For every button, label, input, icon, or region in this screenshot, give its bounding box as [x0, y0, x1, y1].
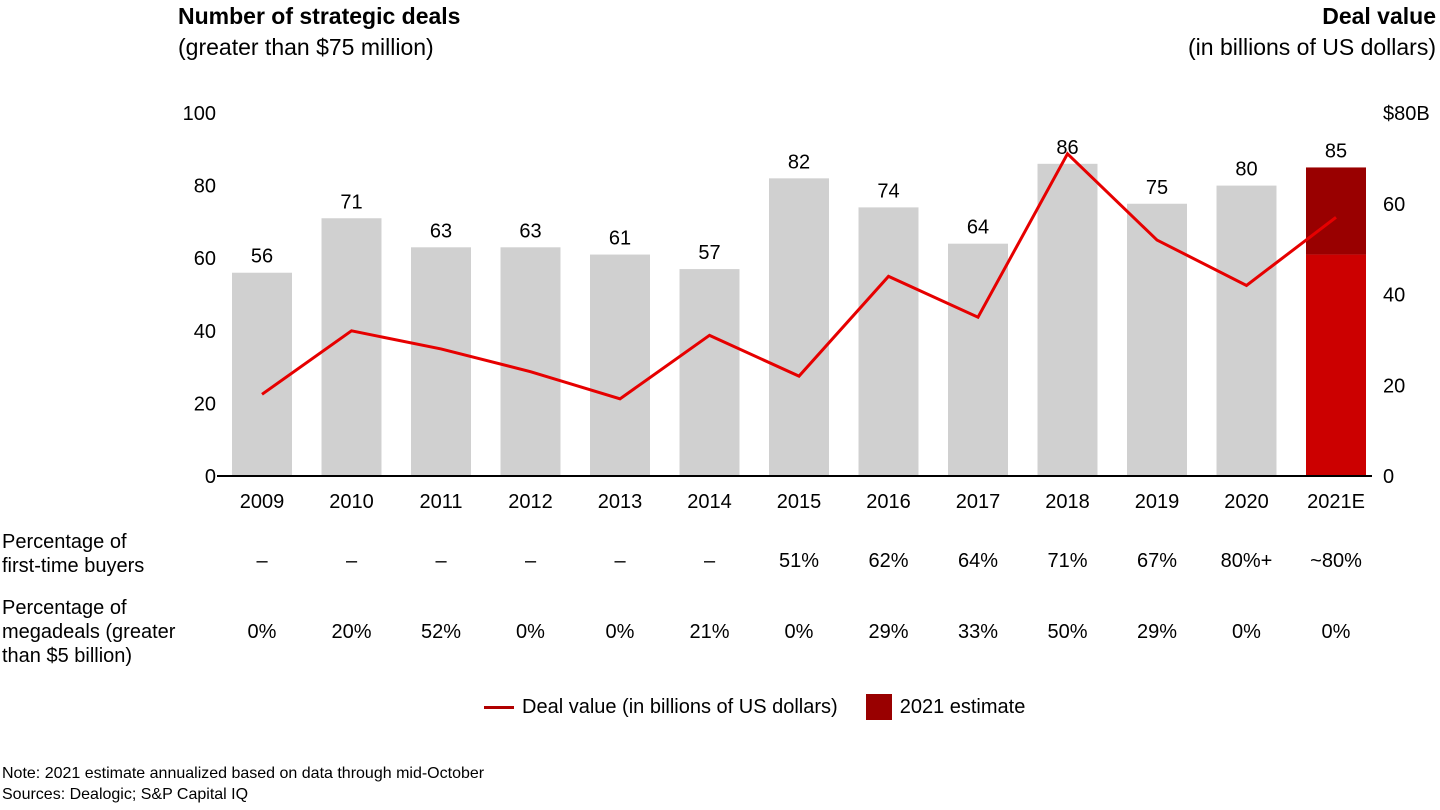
table-cell: ~80%	[1310, 550, 1362, 572]
legend: Deal value (in billions of US dollars) 2…	[484, 694, 1025, 720]
right-axis-tick: 20	[1383, 375, 1405, 397]
row-label-line: Percentage of	[2, 597, 127, 619]
table-cell: 52%	[420, 621, 462, 643]
bar-2018	[1037, 163, 1098, 476]
bar-value-label: 56	[251, 246, 273, 268]
legend-box-icon	[865, 694, 892, 720]
bar-2019	[1127, 203, 1187, 476]
bar-value-label: 57	[698, 242, 720, 264]
bar-value-label: 75	[1146, 177, 1168, 199]
bar-value-label: 61	[609, 228, 631, 250]
bar-value-label: 74	[877, 180, 899, 202]
x-axis-tick: 2010	[329, 491, 374, 513]
row-label-line: than $5 billion)	[2, 645, 133, 667]
bar-2016	[858, 207, 919, 476]
x-axis-tick: 2016	[866, 491, 911, 513]
table-cell: 0%	[247, 621, 277, 643]
table-cell: 29%	[1136, 621, 1178, 643]
bar-value-label: 71	[340, 191, 362, 213]
table-cell: 33%	[957, 621, 999, 643]
x-axis-tick: 2021E	[1307, 491, 1365, 513]
bar-value-label: 86	[1056, 137, 1078, 159]
table-cell: –	[614, 550, 626, 572]
x-axis-tick: 2019	[1135, 491, 1180, 513]
x-axis-tick: 2018	[1045, 491, 1090, 513]
right-axis-subtitle: (in billions of US dollars)	[1188, 34, 1436, 60]
bar-estimate-segment	[1306, 167, 1366, 255]
table-cell: 50%	[1047, 621, 1088, 643]
table-cell: –	[256, 550, 268, 572]
row-label-line: Percentage of	[2, 531, 127, 553]
table-cell: 80%+	[1220, 550, 1273, 572]
row-label-line: megadeals (greater	[2, 621, 176, 643]
table-cell: 67%	[1136, 550, 1178, 572]
table-cell: –	[345, 550, 358, 572]
bar-actual-segment	[1306, 254, 1366, 476]
left-axis-tick: 80	[194, 176, 216, 198]
bar-value-label: 82	[788, 151, 810, 173]
table-cell: 0%	[1232, 621, 1261, 643]
x-axis-tick: 2013	[598, 491, 643, 513]
left-axis-tick: 20	[194, 393, 216, 415]
bar-value-label: 80	[1235, 159, 1257, 181]
table-cell: 0%	[605, 621, 635, 643]
table-cell: 0%	[784, 621, 814, 643]
right-axis-tick: 40	[1383, 285, 1405, 307]
chart: 0 20 40 60 80 100 0 20 40 60 $80B 56 71 63 63 61 57 82 7…	[183, 103, 1430, 513]
table-cell: 0%	[1321, 621, 1351, 643]
table-cell: –	[703, 550, 716, 572]
bar-2012	[500, 247, 561, 476]
bar-value-label: 63	[430, 220, 452, 242]
table-cell: –	[524, 550, 537, 572]
bar-value-label: 64	[967, 217, 989, 239]
left-axis-title: Number of strategic deals	[178, 3, 461, 29]
table-cell: 21%	[689, 621, 730, 643]
bar-2009	[232, 272, 292, 476]
left-axis-tick: 60	[194, 248, 216, 270]
x-axis-tick: 2014	[687, 491, 732, 513]
bar-2010	[321, 218, 382, 476]
legend-label-deal-value: Deal value (in billions of US dollars)	[522, 695, 838, 718]
row-label-line: first-time buyers	[2, 555, 145, 577]
bar-2011	[411, 247, 471, 476]
bar-2020	[1216, 185, 1277, 476]
x-axis-tick: 2017	[956, 491, 1001, 513]
table-cell: 64%	[957, 550, 999, 572]
right-axis-title: Deal value	[1322, 3, 1436, 29]
bar-2013	[590, 254, 650, 476]
bar-2015	[769, 178, 829, 476]
bar-value-label: 85	[1325, 140, 1347, 162]
sources: Sources: Dealogic; S&P Capital IQ	[2, 786, 249, 803]
left-axis-tick: 40	[194, 321, 216, 343]
bar-value-label: 63	[519, 220, 541, 242]
x-axis-tick: 2009	[240, 491, 285, 513]
left-axis-subtitle: (greater than $75 million)	[178, 34, 434, 60]
deal-value-line	[261, 151, 1337, 401]
table-cell: 20%	[331, 621, 372, 643]
left-axis-tick: 0	[205, 466, 216, 488]
right-axis-tick: 0	[1383, 466, 1394, 488]
table-row-label: Percentage of megadeals (greater than $5 b…	[2, 596, 222, 668]
right-axis-tick: $80B	[1383, 103, 1430, 125]
x-axis-tick: 2011	[419, 491, 462, 513]
right-axis-tick: 60	[1383, 194, 1405, 216]
table-cell: 0%	[516, 621, 545, 643]
table-row-label: Percentage of first-time buyers	[2, 530, 222, 578]
x-axis-tick: 2015	[777, 491, 822, 513]
x-axis-tick: 2012	[508, 491, 553, 513]
table-cell: –	[435, 550, 447, 572]
legend-line-icon	[484, 705, 514, 709]
footnote: Note: 2021 estimate annualized based on …	[2, 765, 485, 782]
table-cell: 71%	[1047, 550, 1088, 572]
table-cell: 29%	[868, 621, 909, 643]
x-axis-tick: 2020	[1224, 491, 1269, 513]
left-axis-tick: 100	[183, 103, 216, 125]
bar-2014	[679, 269, 740, 476]
table-cell: 51%	[778, 550, 820, 572]
table-cell: 62%	[868, 550, 909, 572]
legend-label-estimate: 2021 estimate	[899, 695, 1026, 718]
